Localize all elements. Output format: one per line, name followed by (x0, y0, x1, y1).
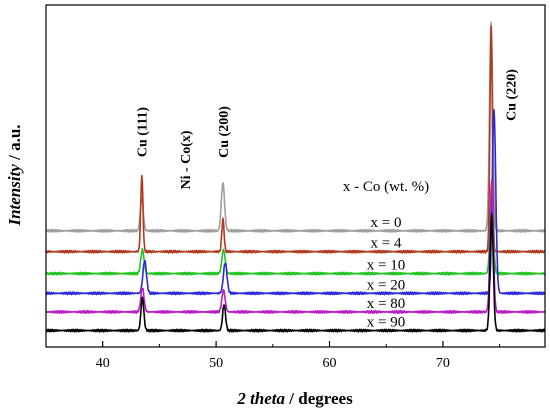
series-label-4: x = 20 (367, 277, 405, 293)
series-line-1 (45, 21, 546, 233)
x-tick-label: 70 (436, 356, 450, 371)
series-line-4 (45, 109, 546, 296)
series-label-2: x = 4 (371, 236, 402, 252)
annotation-layer: Cu (111) Cu (200) Cu (220) x = 0 x = 4 x = 10… (135, 69, 519, 331)
x-axis-ticks: 40 50 60 70 (45, 341, 501, 371)
x-axis-title: 2 theta / degrees (236, 389, 353, 408)
series-label-1: x = 0 (371, 215, 402, 231)
series-label-3: x = 10 (367, 258, 405, 274)
sample-annotation: Ni - Co(x) (179, 130, 194, 189)
y-axis-title: Intensity / a.u. (5, 124, 24, 226)
x-tick-label: 50 (209, 356, 223, 371)
peak-label-2: Cu (200) (217, 106, 232, 158)
x-tick-label: 40 (96, 356, 110, 371)
peak-label-3: Cu (220) (505, 69, 520, 121)
series-line-2 (45, 25, 546, 254)
series-line-5 (45, 179, 546, 315)
series-line-6 (45, 213, 546, 333)
series-line-3 (45, 184, 546, 276)
peak-label-1: Cu (111) (135, 107, 150, 158)
series-label-5: x = 80 (367, 296, 405, 312)
plot-frame (45, 4, 546, 348)
series-layer (45, 21, 546, 333)
legend-title: x - Co (wt. %) (343, 179, 429, 195)
series-label-6: x = 90 (367, 315, 405, 331)
x-tick-label: 60 (323, 356, 337, 371)
